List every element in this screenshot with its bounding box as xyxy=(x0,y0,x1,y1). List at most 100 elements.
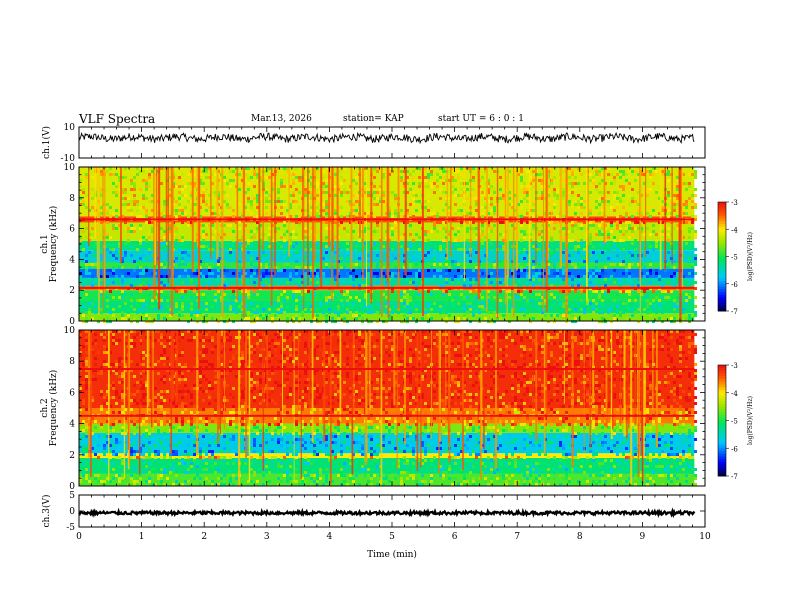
spectrogram-cell xyxy=(616,215,619,218)
spectrogram-cell xyxy=(388,224,391,227)
spectrogram-cell xyxy=(259,170,262,173)
spectrogram-cell xyxy=(601,191,604,194)
spectrogram-cell xyxy=(139,188,142,191)
spectrogram-cell xyxy=(520,176,523,179)
spectrogram-cell xyxy=(631,170,634,173)
spectrogram-cell xyxy=(295,173,298,176)
spectrogram-cell xyxy=(232,209,235,212)
spectrogram-cell xyxy=(436,188,439,191)
spectrogram-cell xyxy=(265,176,268,179)
spectrogram-cell xyxy=(181,336,184,339)
spectrogram-cell xyxy=(622,206,625,209)
spectrogram-cell xyxy=(451,342,454,345)
spectrogram-cell xyxy=(175,239,178,242)
spectrogram-cell xyxy=(181,281,184,284)
spectrogram-cell xyxy=(532,260,535,263)
spectrogram-cell xyxy=(541,248,544,251)
spectrogram-cell xyxy=(589,209,592,212)
spectrogram-cell xyxy=(379,188,382,191)
spectrogram-cell xyxy=(316,170,319,173)
spectrogram-cell xyxy=(223,254,226,257)
spectrogram-cell xyxy=(655,239,658,242)
spectrogram-cell xyxy=(499,290,502,293)
spectrogram-cell xyxy=(475,266,478,269)
spectrogram-cell xyxy=(475,215,478,218)
spectrogram-cell xyxy=(541,339,544,342)
spectrogram-cell xyxy=(385,230,388,233)
spectrogram-cell xyxy=(466,245,469,248)
spectrogram-cell xyxy=(208,333,211,336)
spectrogram-cell xyxy=(442,191,445,194)
spectrogram-cell xyxy=(511,248,514,251)
spectrogram-cell xyxy=(553,266,556,269)
spectrogram-cell xyxy=(616,354,619,357)
figure-title: VLF Spectra xyxy=(79,112,156,126)
spectrogram-cell xyxy=(499,176,502,179)
spectrogram-cell xyxy=(598,269,601,272)
spectrogram-cell xyxy=(175,209,178,212)
spectrogram-cell xyxy=(592,224,595,227)
spectrogram-cell xyxy=(475,200,478,203)
sferic-streak xyxy=(303,167,305,310)
spectrogram-cell xyxy=(610,308,613,311)
spectrogram-cell xyxy=(205,200,208,203)
spectrogram-cell xyxy=(514,245,517,248)
spectrogram-cell xyxy=(127,239,130,242)
spectrogram-cell xyxy=(478,351,481,354)
spectrogram-cell xyxy=(487,248,490,251)
spectrogram-cell xyxy=(403,254,406,257)
spectrogram-cell xyxy=(451,239,454,242)
spectrogram-cell xyxy=(382,351,385,354)
spectrogram-cell xyxy=(205,176,208,179)
spectrogram-cell xyxy=(403,221,406,224)
spectrogram-cell xyxy=(493,170,496,173)
spectrogram-cell xyxy=(571,191,574,194)
spectrogram-cell xyxy=(433,215,436,218)
spectrogram-cell xyxy=(283,185,286,188)
spectrogram-cell xyxy=(304,336,307,339)
spectrogram-cell xyxy=(538,263,541,266)
spectrogram-cell xyxy=(181,296,184,299)
spectrogram-cell xyxy=(190,209,193,212)
spectrogram-cell xyxy=(127,242,130,245)
spectrogram-cell xyxy=(160,281,163,284)
spectrogram-cell xyxy=(460,354,463,357)
spectrogram-cell xyxy=(256,227,259,230)
spectrogram-cell xyxy=(682,299,685,302)
spectrogram-cell xyxy=(616,227,619,230)
spectrogram-cell xyxy=(589,221,592,224)
colorbar-cell xyxy=(718,291,726,296)
spectrogram-cell xyxy=(91,206,94,209)
spectrogram-cell xyxy=(79,185,82,188)
spectrogram-cell xyxy=(346,299,349,302)
spectrogram-cell xyxy=(628,200,631,203)
spectrogram-cell xyxy=(292,290,295,293)
spectrogram-cell xyxy=(448,266,451,269)
spectrogram-cell xyxy=(235,197,238,200)
spectrogram-cell xyxy=(361,333,364,336)
spectrogram-cell xyxy=(619,227,622,230)
spectrogram-cell xyxy=(112,212,115,215)
spectrogram-cell xyxy=(400,170,403,173)
spectrogram-cell xyxy=(400,248,403,251)
spectrogram-cell xyxy=(118,251,121,254)
spectrogram-cell xyxy=(292,227,295,230)
spectrogram-cell xyxy=(256,206,259,209)
spectrogram-cell xyxy=(355,200,358,203)
spectrogram-cell xyxy=(175,182,178,185)
spectrogram-cell xyxy=(163,317,166,320)
spectrogram-cell xyxy=(469,354,472,357)
spectrogram-cell xyxy=(247,170,250,173)
spectrogram-cell xyxy=(277,167,280,170)
spectrogram-cell xyxy=(649,269,652,272)
spectrogram-cell xyxy=(355,221,358,224)
line-emission xyxy=(79,286,695,289)
spectrogram-cell xyxy=(274,314,277,317)
spectrogram-cell xyxy=(199,254,202,257)
spectrogram-cell xyxy=(313,272,316,275)
spectrogram-cell xyxy=(643,221,646,224)
spectrogram-cell xyxy=(190,221,193,224)
spectrogram-cell xyxy=(694,170,697,173)
spectrogram-cell xyxy=(409,173,412,176)
spectrogram-cell xyxy=(511,308,514,311)
